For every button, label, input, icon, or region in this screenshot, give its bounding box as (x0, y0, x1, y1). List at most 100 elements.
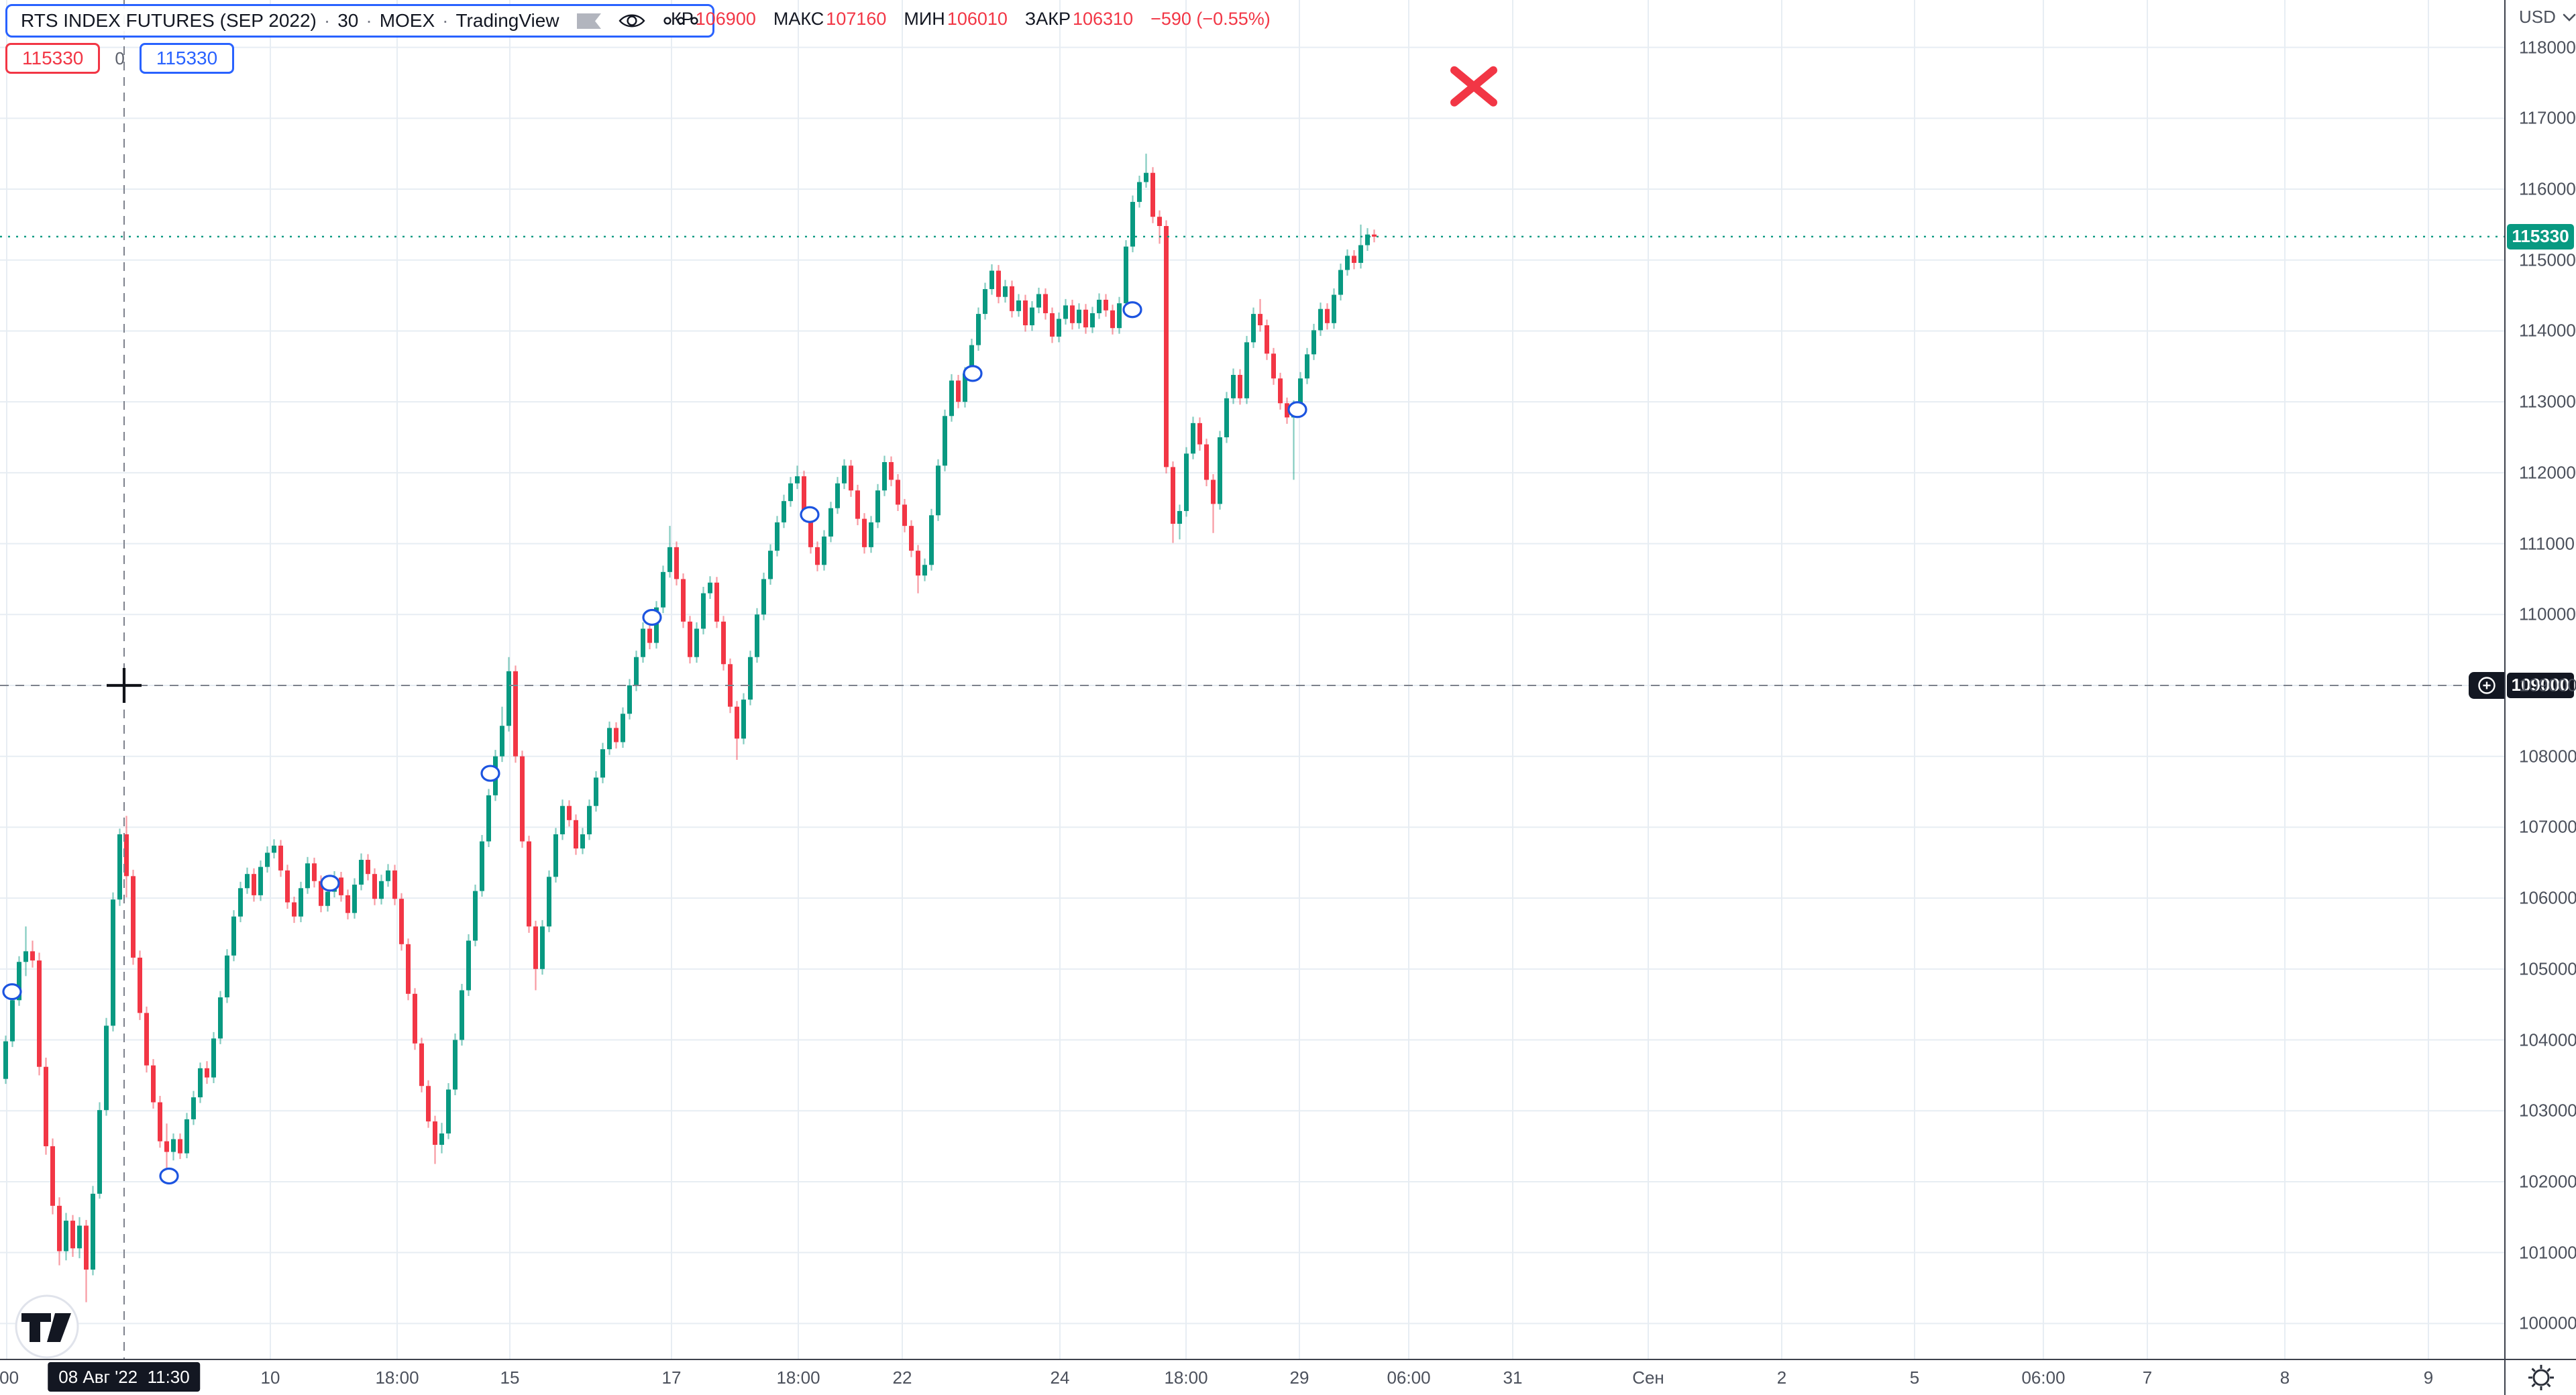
more-options-icon[interactable] (663, 17, 699, 25)
candle-down (419, 1043, 424, 1086)
price-axis-label: 113000 (2519, 391, 2576, 412)
candle-up (782, 501, 786, 522)
candle-down (513, 671, 518, 757)
close-value: 106310 (1072, 9, 1134, 29)
trade-circle-marker[interactable] (2, 983, 22, 1001)
separator: · (442, 10, 449, 31)
candle-down (1164, 225, 1169, 467)
candle-up (225, 955, 229, 998)
time-axis-label: 18:00 (1164, 1368, 1208, 1388)
trade-circle-marker[interactable] (642, 608, 662, 626)
candle-up (748, 657, 753, 700)
candle-up (875, 490, 880, 522)
candle-up (936, 465, 941, 516)
candle-up (446, 1089, 451, 1134)
candle-up (245, 874, 250, 889)
candle-down (1157, 217, 1162, 226)
candle-up (882, 462, 887, 491)
candle-up (788, 483, 793, 502)
candle-down (131, 876, 136, 958)
last-price-label: 115330 (2507, 223, 2574, 249)
candle-up (1191, 423, 1195, 454)
sell-button[interactable]: 115330 (5, 43, 101, 74)
candle-down (996, 270, 1001, 297)
candle-up (480, 841, 484, 891)
time-axis-settings[interactable] (2506, 1360, 2576, 1395)
candle-down (849, 465, 853, 491)
candle-down (527, 841, 531, 927)
eye-icon[interactable] (619, 11, 645, 30)
buy-button[interactable]: 115330 (139, 43, 235, 74)
candle-up (969, 345, 974, 374)
time-axis-label: 06:00 (1387, 1368, 1431, 1388)
currency-selector[interactable]: USD (2519, 7, 2576, 27)
trade-circle-marker[interactable] (1122, 301, 1142, 319)
candle-down (1104, 299, 1108, 311)
candle-up (1318, 309, 1323, 331)
brand-label: TradingView (455, 10, 559, 31)
candle-down (1070, 305, 1075, 323)
candle-down (151, 1065, 156, 1103)
candle-up (761, 579, 766, 615)
price-axis-label: 111000 (2519, 533, 2575, 554)
candle-up (460, 990, 464, 1040)
candle-down (735, 706, 739, 739)
candle-up (1097, 299, 1102, 314)
candle-up (466, 940, 471, 991)
tradingview-logo-glyph (21, 1313, 51, 1342)
candle-up (379, 881, 384, 899)
candle-up (211, 1038, 216, 1078)
time-axis[interactable]: 08 Авг '22 11:30 :00 10 18:00 15 17 18:00 22 24… (0, 1360, 2504, 1395)
tradingview-logo[interactable] (15, 1294, 79, 1359)
candle-down (855, 490, 860, 519)
time-axis-label: 7 (2142, 1368, 2153, 1388)
price-axis-label: 112000 (2519, 462, 2576, 483)
ohlc-readout: КР 106900 МАКС 107160 МИН 106010 ЗАКР 106310… (671, 9, 1271, 30)
trade-circle-marker[interactable] (480, 765, 500, 782)
symbol-legend-button[interactable]: RTS INDEX FUTURES (SEP 2022) · 30 · MOEX… (5, 4, 714, 38)
candle-up (755, 614, 759, 657)
trade-circle-marker[interactable] (800, 506, 820, 523)
candle-up (1305, 354, 1309, 379)
candle-up (775, 522, 780, 551)
trade-circle-marker[interactable] (963, 365, 983, 382)
candle-up (64, 1221, 68, 1251)
trade-circle-marker[interactable] (1287, 401, 1307, 418)
candle-up (184, 1119, 189, 1154)
candle-down (574, 820, 578, 849)
candle-down (426, 1086, 431, 1122)
time-axis-label: 31 (1503, 1368, 1523, 1388)
candle-up (641, 628, 645, 657)
crosshair-add-alert-button[interactable] (2469, 671, 2504, 699)
candle-up (506, 671, 511, 726)
time-axis-label: 24 (1050, 1368, 1070, 1388)
candle-up (708, 582, 712, 594)
candle-down (688, 621, 692, 657)
red-x-marker[interactable] (1450, 66, 1497, 107)
chart-canvas[interactable] (0, 0, 2504, 1359)
trade-circle-marker[interactable] (159, 1167, 179, 1185)
candle-up (842, 465, 847, 484)
candle-up (835, 483, 840, 508)
candle-down (84, 1225, 89, 1270)
candle-up (963, 373, 967, 402)
price-axis[interactable]: USD 115330 109000 118000 117000 116000 1150… (2506, 0, 2576, 1359)
price-axis-label: 117000 (2519, 107, 2576, 128)
trade-circle-marker[interactable] (320, 875, 340, 892)
gear-icon (2528, 1365, 2554, 1390)
candle-up (17, 962, 21, 1001)
candle-up (983, 289, 987, 315)
candle-down (1110, 310, 1115, 329)
candle-up (23, 951, 28, 962)
candle-up (117, 834, 122, 900)
candle-up (1224, 398, 1229, 438)
price-axis-label: 101000 (2519, 1242, 2576, 1263)
time-axis-label: 15 (500, 1368, 520, 1388)
candle-down (252, 874, 256, 895)
time-axis-label: 18:00 (375, 1368, 419, 1388)
candle-up (352, 885, 357, 913)
candle-up (359, 860, 364, 885)
price-axis-label: 118000 (2519, 37, 2576, 58)
flag-icon[interactable] (576, 13, 601, 29)
